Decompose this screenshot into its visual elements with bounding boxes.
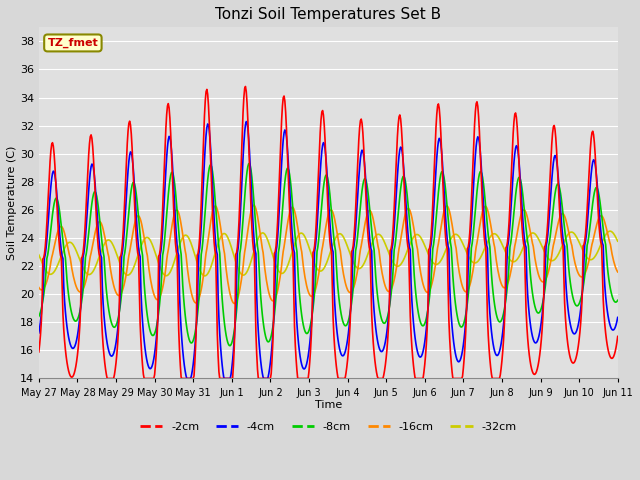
Y-axis label: Soil Temperature (C): Soil Temperature (C) xyxy=(7,146,17,260)
X-axis label: Time: Time xyxy=(315,400,342,410)
Title: Tonzi Soil Temperatures Set B: Tonzi Soil Temperatures Set B xyxy=(215,7,442,22)
Legend: -2cm, -4cm, -8cm, -16cm, -32cm: -2cm, -4cm, -8cm, -16cm, -32cm xyxy=(136,417,521,436)
Text: TZ_fmet: TZ_fmet xyxy=(47,38,99,48)
